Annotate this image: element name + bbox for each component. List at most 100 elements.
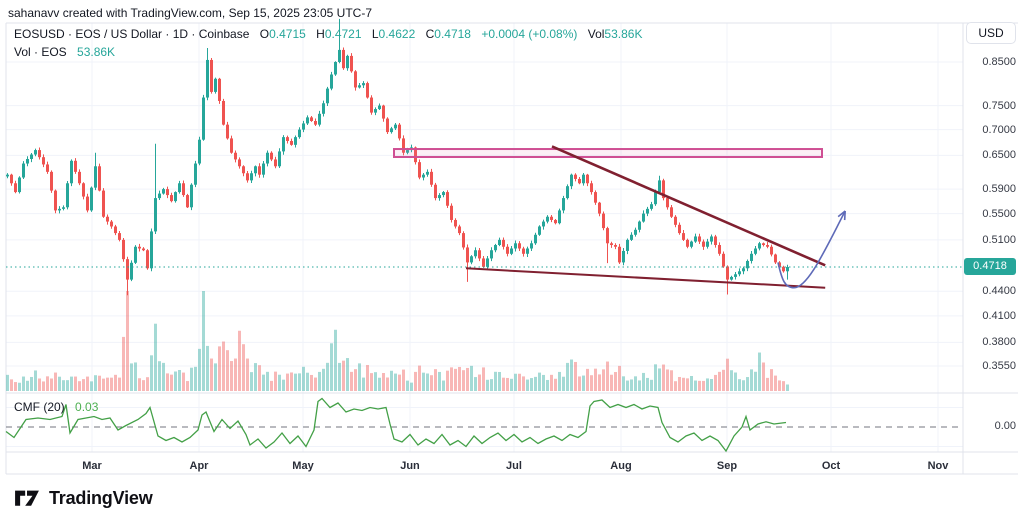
- volume-bar: [602, 369, 605, 391]
- candle-body: [254, 166, 257, 174]
- volume-bar: [306, 372, 309, 391]
- volume-bar: [398, 374, 401, 391]
- candle-body: [314, 120, 317, 125]
- candle-body: [614, 245, 617, 247]
- volume-bar: [506, 377, 509, 391]
- volume-bar: [382, 372, 385, 391]
- volume-bar: [134, 362, 137, 391]
- volume-bar: [498, 371, 501, 391]
- candle-body: [382, 105, 385, 119]
- price-axis-label: 0.3800: [982, 336, 1016, 349]
- candle-body: [10, 174, 13, 184]
- volume-bar: [462, 370, 465, 391]
- volume-bar: [214, 363, 217, 391]
- volume-bar: [22, 376, 25, 391]
- candle-body: [318, 113, 321, 125]
- volume-bar: [58, 376, 61, 391]
- candle-body: [38, 150, 41, 158]
- candle-body: [690, 241, 693, 247]
- candle-body: [570, 174, 573, 187]
- candle-body: [362, 83, 365, 86]
- volume-bar: [554, 378, 557, 391]
- volume-bar: [546, 379, 549, 391]
- volume-bar: [726, 358, 729, 391]
- candle-body: [394, 124, 397, 129]
- close-label: C: [425, 27, 435, 41]
- candle-body: [510, 248, 513, 254]
- volume-bar: [174, 371, 177, 391]
- volume-bar: [730, 370, 733, 391]
- price-axis-label: 0.7000: [982, 123, 1016, 136]
- volume-bar: [430, 375, 433, 391]
- high-value: 0.4721: [324, 27, 362, 41]
- volume-bar: [774, 375, 777, 391]
- candle-body: [94, 166, 97, 188]
- volume-bar: [50, 378, 53, 391]
- volume-bar: [618, 365, 621, 391]
- candle-body: [774, 254, 777, 263]
- volume-bar: [102, 378, 105, 391]
- volume-bar: [218, 346, 221, 391]
- volume-bar: [242, 344, 245, 391]
- volume-bar: [182, 372, 185, 391]
- volume-bar: [146, 377, 149, 391]
- candle-body: [594, 192, 597, 203]
- volume-bar: [254, 363, 257, 391]
- volume-bar: [754, 371, 757, 391]
- candle-body: [782, 266, 785, 272]
- volume-bar: [238, 330, 241, 391]
- tradingview-logo[interactable]: TradingView: [14, 487, 153, 509]
- volume-bar: [370, 373, 373, 391]
- volume-bar: [570, 359, 573, 391]
- currency-toggle-button[interactable]: USD: [966, 22, 1016, 44]
- volume-bar: [710, 379, 713, 391]
- volume-bar: [98, 375, 101, 391]
- change-value: +0.0004 (+0.08%): [481, 27, 578, 41]
- candle-body: [634, 229, 637, 235]
- volume-bar: [610, 374, 613, 391]
- volume-bar: [566, 362, 569, 391]
- volume-bar: [74, 376, 77, 391]
- volume-series-title: Vol · EOS: [14, 45, 67, 59]
- candle-body: [398, 124, 401, 139]
- candle-body: [162, 189, 165, 194]
- volume-bar: [126, 291, 129, 391]
- candle-body: [650, 204, 653, 209]
- candle-body: [330, 74, 333, 89]
- open-label: O: [259, 27, 270, 41]
- current-price-badge: 0.4718: [964, 258, 1016, 276]
- volume-bar: [26, 380, 29, 391]
- volume-bar: [530, 378, 533, 391]
- volume-bar: [494, 371, 497, 391]
- candle-body: [722, 253, 725, 267]
- candle-body: [446, 192, 449, 206]
- volume-bar: [314, 377, 317, 391]
- volume-bar: [66, 380, 69, 391]
- candle-body: [566, 186, 569, 199]
- candle-body: [146, 250, 149, 269]
- candle-body: [390, 128, 393, 133]
- projection-arrowhead: [843, 210, 846, 221]
- volume-value: 53.86K: [604, 27, 643, 41]
- candle-body: [186, 195, 189, 208]
- candle-body: [242, 166, 245, 174]
- candle-body: [70, 160, 73, 184]
- volume-bar: [666, 369, 669, 391]
- candle-body: [738, 271, 741, 275]
- candle-body: [322, 103, 325, 114]
- candle-body: [762, 243, 765, 246]
- candle-body: [454, 219, 457, 227]
- volume-bar: [270, 380, 273, 391]
- volume-bar: [410, 382, 413, 391]
- candle-body: [550, 216, 553, 220]
- candle-body: [214, 78, 217, 92]
- volume-bar: [38, 378, 41, 391]
- volume-bar: [466, 367, 469, 391]
- candle-body: [82, 183, 85, 197]
- volume-bar: [186, 381, 189, 391]
- candle-body: [710, 236, 713, 242]
- candle-body: [778, 262, 781, 267]
- candle-body: [138, 246, 141, 249]
- candle-body: [606, 228, 609, 244]
- descending-trendline: [551, 145, 826, 267]
